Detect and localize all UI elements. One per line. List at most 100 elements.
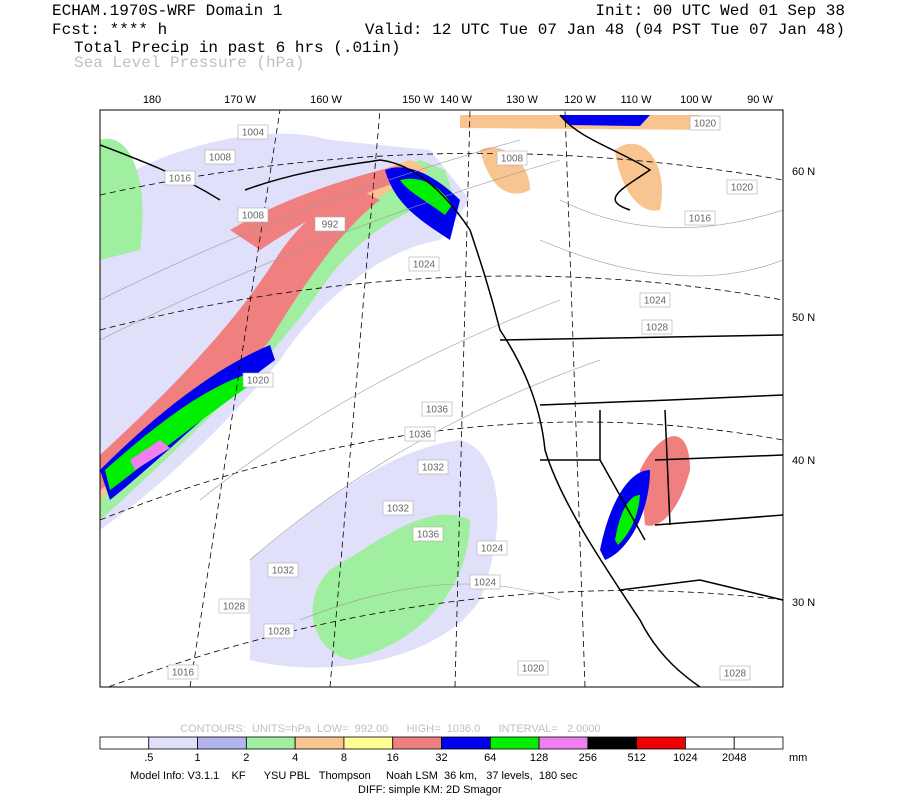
colorbar-swatch — [197, 736, 247, 750]
lon-label: 90 W — [747, 94, 773, 106]
contour-label-box — [382, 500, 414, 516]
contour-label-box — [204, 149, 236, 165]
colorbar-swatch — [148, 736, 198, 750]
contour-label-box — [639, 292, 671, 308]
contour-label-box — [689, 115, 721, 131]
colorbar-label: 1 — [195, 752, 201, 764]
contour-label: 1032 — [272, 566, 295, 577]
field-precip: Total Precip in past 6 hrs (.01in) — [74, 39, 400, 57]
contour-label-box — [237, 124, 269, 140]
contour-label-box — [684, 210, 716, 226]
contour-label-box — [496, 150, 528, 166]
lat-label: 40 N — [792, 455, 815, 467]
colorbar-swatch — [489, 736, 540, 750]
colorbar-swatch — [636, 736, 686, 750]
contour-label-box — [167, 664, 199, 680]
diff-info: DIFF: simple KM: 2D Smagor — [358, 784, 502, 796]
contour-label-box — [417, 459, 449, 475]
contour-label-box — [408, 256, 440, 272]
contour-label: 1008 — [209, 153, 232, 164]
contour-label: 1032 — [387, 504, 410, 515]
lat-label: 60 N — [792, 166, 815, 178]
contour-label-box — [218, 598, 250, 614]
contour-label-box — [267, 562, 299, 578]
lon-label: 120 W — [564, 94, 596, 106]
contour-label: 1008 — [501, 154, 524, 165]
contour-label: 1028 — [268, 627, 291, 638]
lon-label: 140 W — [440, 94, 472, 106]
contour-info: CONTOURS: UNITS=hPa LOW= 992.00 HIGH= 10… — [180, 723, 601, 735]
contour-label-box — [237, 207, 269, 223]
contour-label: 1036 — [417, 530, 440, 541]
colorbar-swatch — [733, 736, 784, 750]
contour-label: 1028 — [223, 602, 246, 613]
contour-label-box — [726, 179, 758, 195]
contour-label: 992 — [322, 220, 339, 231]
colorbar-label: 512 — [627, 752, 645, 764]
colorbar-label: 256 — [579, 752, 597, 764]
colorbar-swatch — [685, 736, 735, 750]
colorbar-swatch — [392, 736, 442, 750]
contour-label-box — [517, 660, 549, 676]
contour-label: 1016 — [172, 668, 195, 679]
contour-label-box — [641, 319, 673, 335]
init-time: Init: 00 UTC Wed 01 Sep 38 — [595, 2, 845, 20]
contour-label: 1020 — [522, 664, 545, 675]
contour-label-box — [263, 623, 295, 639]
colorbar-swatch — [245, 736, 296, 750]
contour-label-box — [412, 526, 444, 542]
colorbar-swatch — [538, 736, 589, 750]
colorbar-swatch — [441, 736, 491, 750]
contour-label: 1008 — [242, 211, 265, 222]
lon-label: 100 W — [680, 94, 712, 106]
forecast-hour: Fcst: **** h — [52, 21, 167, 39]
contour-label-box — [164, 170, 196, 186]
contour-label: 1020 — [694, 119, 717, 130]
contour-label-box — [476, 540, 508, 556]
colorbar-label: 2048 — [722, 752, 746, 764]
lon-label: 180 — [143, 94, 161, 106]
lon-label: 130 W — [506, 94, 538, 106]
contour-label-box — [719, 665, 751, 681]
model-info: Model Info: V3.1.1 KF YSU PBL Thompson N… — [130, 770, 578, 782]
contour-label: 1024 — [413, 260, 436, 271]
colorbar-units: mm — [789, 752, 807, 764]
colorbar-swatch — [343, 736, 394, 750]
contour-label: 1020 — [731, 183, 754, 194]
map-frame — [99, 109, 784, 688]
colorbar-label: 2 — [243, 752, 249, 764]
title: ECHAM.1970S-WRF Domain 1 — [52, 2, 282, 20]
colorbar-swatch — [294, 736, 345, 750]
colorbar-label: 4 — [292, 752, 298, 764]
lat-label: 50 N — [792, 312, 815, 324]
lon-label: 160 W — [310, 94, 342, 106]
valid-time: Valid: 12 UTC Tue 07 Jan 48 (04 PST Tue … — [365, 21, 845, 39]
colorbar-label: 16 — [387, 752, 399, 764]
colorbar-label: 64 — [484, 752, 496, 764]
colorbar-swatch — [99, 736, 150, 750]
contour-label: 1036 — [426, 405, 449, 416]
colorbar-label: 8 — [341, 752, 347, 764]
contour-label-box — [469, 574, 501, 590]
map: 1004 1008 1016 1008 992 1024 1020 1008 1016 1020 1… — [99, 94, 815, 688]
contour-label: 1032 — [422, 463, 445, 474]
contour-label: 1024 — [644, 296, 667, 307]
contour-label-box — [404, 426, 436, 442]
contour-label: 1016 — [169, 174, 192, 185]
colorbar-label: .5 — [144, 752, 153, 764]
lon-label: 150 W — [402, 94, 434, 106]
contour-label: 1028 — [646, 323, 669, 334]
contour-label: 1004 — [242, 128, 265, 139]
contour-label: 1020 — [247, 376, 270, 387]
colorbar: .5 1 2 4 8 16 32 64 128 256 512 1024 2048 mm — [99, 736, 807, 764]
colorbar-swatch — [587, 736, 638, 750]
contour-label: 1024 — [481, 544, 504, 555]
contour-label: 1028 — [724, 669, 747, 680]
colorbar-label: 128 — [530, 752, 548, 764]
lon-label: 110 W — [621, 94, 653, 106]
contour-label: 1036 — [409, 430, 432, 441]
contour-label-box — [314, 216, 346, 232]
lat-label: 30 N — [792, 597, 815, 609]
contour-label-box — [242, 372, 274, 388]
